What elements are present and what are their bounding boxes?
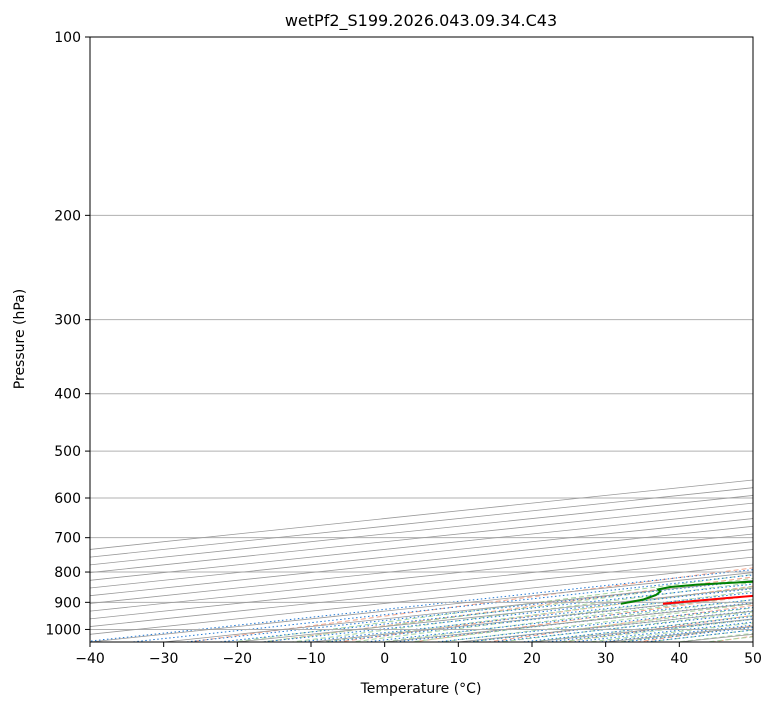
- x-tick-label: −10: [296, 651, 326, 667]
- y-tick-label: 200: [54, 208, 81, 224]
- mixing-ratio-line: [214, 583, 753, 642]
- isotherm-line: [90, 479, 753, 550]
- mixing-ratio-line: [181, 580, 753, 642]
- isotherm-line: [90, 510, 753, 581]
- isotherm-line: [90, 495, 753, 566]
- plot-frame: [89, 36, 754, 643]
- y-tick-label: 300: [54, 313, 81, 329]
- isotherm-line: [90, 487, 753, 558]
- isotherm-line: [90, 518, 753, 589]
- mixing-ratio-line: [90, 569, 753, 642]
- isotherm-lines: [90, 479, 753, 642]
- y-tick-label: 900: [54, 595, 81, 611]
- x-tick-label: 50: [744, 651, 762, 667]
- y-tick-label: 700: [54, 531, 81, 547]
- y-tick-label: 800: [54, 565, 81, 581]
- y-axis-label: Pressure (hPa): [12, 289, 28, 389]
- y-tick-label: 600: [54, 491, 81, 507]
- isotherm-line: [90, 533, 753, 604]
- x-tick-label: −30: [149, 651, 179, 667]
- chart-title: wetPf2_S199.2026.043.09.34.C43: [285, 11, 557, 31]
- mixing-ratio-line: [487, 612, 753, 642]
- x-tick-label: −20: [223, 651, 253, 667]
- mixing-ratio-lines: [90, 569, 753, 642]
- x-tick-label: 30: [597, 651, 615, 667]
- x-tick-label: 20: [523, 651, 541, 667]
- isotherm-line: [90, 502, 753, 573]
- y-tick-label: 1000: [45, 622, 81, 638]
- y-axis-ticks: 100 200 300 400 500 600 700 800 900 1000: [45, 30, 90, 638]
- x-tick-label: 10: [449, 651, 467, 667]
- x-tick-label: 0: [380, 651, 389, 667]
- y-tick-label: 100: [54, 30, 81, 46]
- mixing-ratio-line: [517, 616, 753, 642]
- mixing-ratio-line: [541, 618, 753, 642]
- x-tick-label: 40: [670, 651, 688, 667]
- y-tick-label: 500: [54, 444, 81, 460]
- plot-area: -100-90-80-70-60-50-40-30-20-100.10.20.4…: [90, 37, 753, 642]
- y-tick-label: 400: [54, 387, 81, 403]
- x-axis-label: Temperature (°C): [360, 681, 482, 697]
- x-axis-ticks: −40 −30 −20 −10 0 10 20 30 40 50: [75, 642, 762, 667]
- x-tick-label: −40: [75, 651, 105, 667]
- mixing-ratio-line: [127, 574, 753, 642]
- isotherm-line: [90, 525, 753, 597]
